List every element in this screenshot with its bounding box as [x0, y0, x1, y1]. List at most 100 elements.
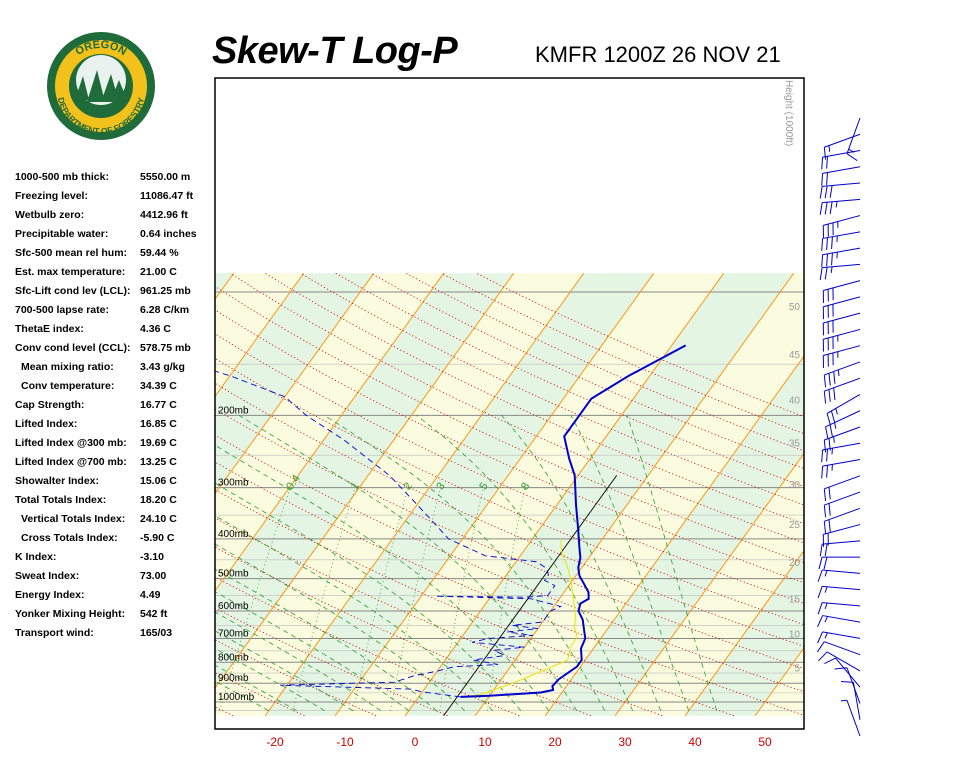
- moist-adiabat: [215, 611, 381, 712]
- wind-barb-feather: [826, 413, 831, 426]
- wind-barb: [817, 602, 861, 615]
- wind-barb: [823, 361, 861, 388]
- index-label: Sfc-500 mean rel hum:: [15, 247, 128, 259]
- index-label: Freezing level:: [15, 190, 88, 202]
- wind-barb-staff: [823, 296, 861, 308]
- dry-adiabat: [0, 273, 161, 716]
- index-row: 1000-500 mb thick: 5550.00 m: [15, 169, 215, 188]
- moist-adiabat: [324, 415, 606, 711]
- isotherm: [334, 272, 655, 716]
- wind-barb-staff: [822, 263, 861, 269]
- x-tick-label: -10: [336, 735, 354, 749]
- wind-barb-feather: [824, 543, 828, 557]
- wind-barb: [823, 507, 861, 534]
- index-label: Sweat Index:: [15, 570, 80, 582]
- height-label: 20: [789, 558, 801, 569]
- index-label: Conv temperature:: [21, 380, 115, 392]
- wind-barb-staff: [835, 657, 861, 688]
- index-value: 4412.96 ft: [140, 209, 188, 221]
- wind-barb-feather: [828, 519, 831, 532]
- moist-adiabat: [570, 415, 690, 711]
- index-value: 24.10 C: [140, 513, 177, 525]
- mixing-ratio-label: 5: [477, 480, 490, 492]
- plot-frame: [214, 77, 805, 730]
- index-row: Cap Strength: 16.77 C: [15, 397, 215, 416]
- index-row: 700-500 lapse rate: 6.28 C/km: [15, 302, 215, 321]
- wind-barb-staff: [825, 410, 861, 428]
- wind-barb-feather: [819, 267, 823, 280]
- wind-barb: [821, 247, 861, 268]
- height-label: 45: [789, 350, 801, 361]
- isotherm: [544, 355, 804, 716]
- index-row: Sfc-Lift cond lev (LCL): 961.25 mb: [15, 283, 215, 302]
- index-value: 15.06 C: [140, 475, 177, 487]
- mixing-ratio-label: 3: [434, 480, 447, 492]
- wind-barb-feather: [819, 202, 823, 215]
- isotherm-band: [405, 273, 794, 716]
- dry-adiabat: [215, 309, 804, 584]
- wind-barb-feather: [824, 202, 828, 215]
- wind-barb-feather: [830, 410, 836, 424]
- index-row: Conv cond level (CCL): 578.75 mb: [15, 340, 215, 359]
- moist-adiabat: [215, 591, 409, 712]
- index-row: Freezing level: 11086.47 ft: [15, 188, 215, 207]
- wind-barb: [841, 680, 861, 720]
- index-label: Vertical Totals Index:: [21, 513, 126, 525]
- wind-barb-feather: [829, 185, 833, 198]
- wind-barb: [823, 377, 861, 404]
- index-label: Est. max temperature:: [15, 266, 126, 278]
- index-value: 34.39 C: [140, 380, 177, 392]
- wind-barb-feather: [824, 267, 828, 280]
- dry-adiabat: [215, 706, 234, 717]
- x-tick-label: -20: [266, 735, 284, 749]
- wind-barb-feather: [834, 667, 848, 670]
- moist-adiabat: [238, 415, 578, 711]
- pressure-label: 800mb: [218, 652, 249, 663]
- index-label: Showalter Index:: [15, 475, 100, 487]
- index-row: Vertical Totals Index: 24.10 C: [15, 511, 215, 530]
- index-value: 13.25 C: [140, 456, 177, 468]
- wind-barb-feather: [817, 586, 823, 599]
- index-label: K Index:: [15, 551, 57, 563]
- index-label: Lifted Index @700 mb:: [15, 456, 127, 468]
- isotherm: [215, 272, 305, 398]
- isotherm-band: [0, 273, 164, 715]
- isotherm-band: [335, 273, 724, 716]
- index-value: 165/03: [140, 627, 173, 639]
- wind-barb-half-feather: [830, 266, 833, 273]
- pressure-label: 300mb: [218, 478, 249, 489]
- wind-barb-staff: [824, 377, 861, 392]
- wind-barb-feather: [818, 556, 823, 570]
- wind-barb-feather: [826, 237, 829, 250]
- wind-barb-half-feather: [834, 422, 837, 429]
- wind-barb-feather: [824, 657, 836, 664]
- wind-barb-staff: [826, 651, 861, 672]
- wind-barb: [819, 263, 861, 280]
- wind-barb: [825, 410, 861, 440]
- logo-trees-icon: [75, 70, 127, 102]
- wind-barb: [819, 540, 861, 557]
- wind-barb-staff: [822, 631, 861, 639]
- wind-barb-feather: [821, 173, 824, 186]
- x-tick-label: 50: [758, 735, 772, 749]
- index-label: Yonker Mixing Height:: [15, 608, 126, 620]
- wind-barb-feather: [817, 615, 824, 628]
- height-label: 35: [789, 439, 801, 450]
- wind-barb-staff: [823, 280, 861, 291]
- isotherm: [474, 272, 795, 716]
- wind-barb: [817, 631, 861, 644]
- wind-barb-feather: [821, 466, 824, 479]
- wind-barb: [822, 296, 861, 320]
- wind-barb-staff: [823, 215, 861, 226]
- wind-barb: [822, 312, 861, 336]
- wind-barb-staff: [822, 569, 861, 574]
- index-row: Total Totals Index: 18.20 C: [15, 492, 215, 511]
- height-label: 30: [789, 480, 801, 491]
- wind-barb-half-feather: [840, 699, 848, 702]
- wind-barb: [823, 133, 861, 160]
- index-label: Sfc-Lift cond lev (LCL):: [15, 285, 131, 297]
- dry-adiabat: [215, 672, 305, 717]
- wind-barb-staff: [822, 166, 861, 174]
- dry-adiabat: [215, 408, 804, 670]
- wind-barb: [823, 475, 861, 502]
